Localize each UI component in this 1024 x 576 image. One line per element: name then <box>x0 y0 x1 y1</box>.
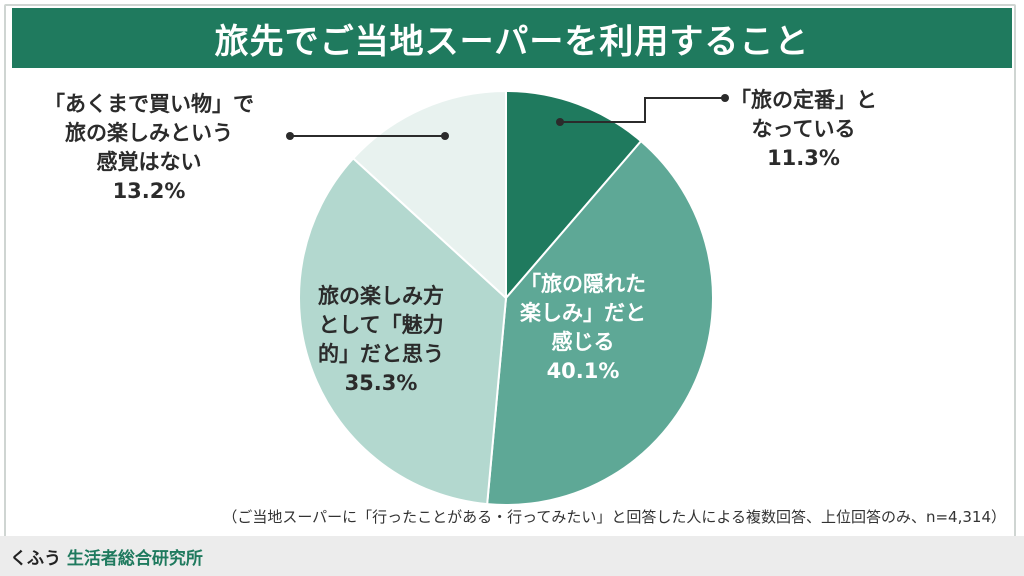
slice-label-miryokuteki: 旅の楽しみ方 として「魅力 的」だと思う 35.3% <box>318 282 444 398</box>
brand-logo: くふう 生活者総合研究所 <box>10 544 203 569</box>
chart-title: 旅先でご当地スーパーを利用すること <box>214 21 810 62</box>
slice-value: 13.2% <box>112 179 186 203</box>
slice-label-line: 的」だと思う <box>318 342 444 366</box>
leader-line-kaimono-dot <box>441 132 449 140</box>
leader-line-teiban-dot <box>556 118 564 126</box>
slice-label-kakureta-tanoshimi: 「旅の隠れた 楽しみ」だと 感じる 40.1% <box>520 270 646 386</box>
slice-label-line: 楽しみ」だと <box>520 301 646 325</box>
leader-line-teiban-dot <box>721 94 729 102</box>
slice-label-line: 旅の楽しみという <box>65 121 233 145</box>
slice-kakureta-tanoshimi <box>486 139 714 506</box>
title-bar: 旅先でご当地スーパーを利用すること <box>12 8 1012 68</box>
brand-name-part2: 生活者総合研究所 <box>66 549 203 569</box>
brand-name-part1: くふう <box>10 549 61 569</box>
slice-kaimono <box>351 89 507 301</box>
slice-label-kaimono: 「あくまで買い物」で 旅の楽しみという 感覚はない 13.2% <box>44 90 254 206</box>
slice-value: 35.3% <box>344 371 418 395</box>
leader-line-teiban <box>560 97 725 123</box>
slice-label-line: 旅の楽しみ方 <box>318 284 444 308</box>
slice-label-line: 「旅の隠れた <box>520 272 646 296</box>
slice-miryokuteki <box>298 156 508 506</box>
slice-tabi-no-teiban <box>505 89 643 301</box>
slice-label-line: 感じる <box>551 330 615 354</box>
slice-label-line: 感覚はない <box>96 150 202 174</box>
slice-label-line: 「旅の定番」と <box>730 88 877 112</box>
leader-line-kaimono-dot <box>286 132 294 140</box>
footnote: （ご当地スーパーに「行ったことがある・行ってみたい」と回答した人による複数回答、… <box>222 508 1006 526</box>
slice-label-line: として「魅力 <box>318 313 444 337</box>
slice-value: 11.3% <box>767 146 840 170</box>
footer-bar <box>0 536 1024 576</box>
slice-value: 40.1% <box>546 359 620 383</box>
slice-label-line: 「あくまで買い物」で <box>44 92 254 116</box>
slice-label-line: なっている <box>751 117 856 141</box>
slice-label-tabi-no-teiban: 「旅の定番」と なっている 11.3% <box>730 86 877 173</box>
